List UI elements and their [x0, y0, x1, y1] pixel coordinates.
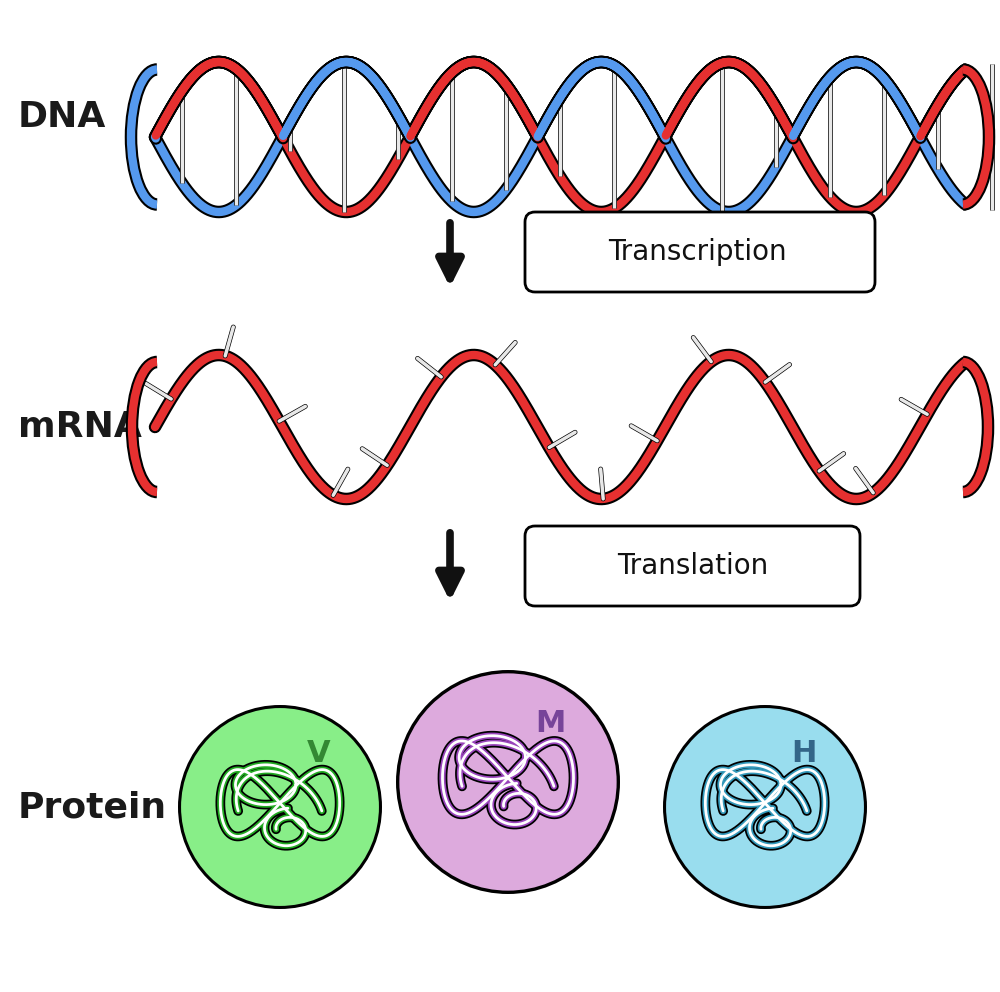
Circle shape [663, 705, 867, 909]
Circle shape [181, 708, 379, 906]
Text: Translation: Translation [617, 552, 769, 580]
Text: H: H [791, 739, 816, 769]
FancyBboxPatch shape [525, 212, 875, 292]
Circle shape [178, 705, 382, 909]
Text: mRNA: mRNA [18, 410, 142, 444]
Circle shape [666, 708, 864, 906]
Circle shape [399, 674, 617, 891]
Text: V: V [307, 739, 331, 769]
Text: DNA: DNA [18, 100, 106, 134]
Text: M: M [535, 709, 566, 738]
FancyBboxPatch shape [525, 526, 860, 606]
Text: Transcription: Transcription [608, 238, 786, 266]
Circle shape [396, 670, 620, 894]
Text: Protein: Protein [18, 790, 167, 824]
